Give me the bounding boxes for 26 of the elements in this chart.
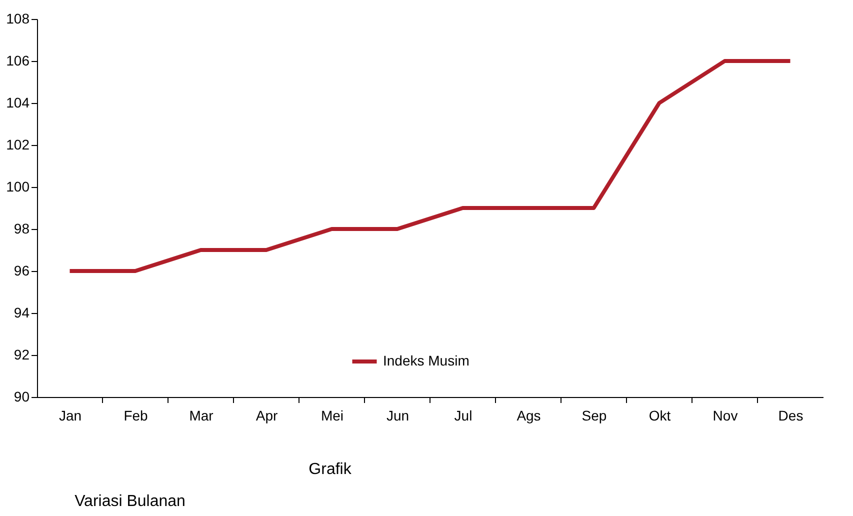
text: Variasi Bulanan: [74, 493, 186, 510]
x-tick-label: Mei: [320, 408, 344, 424]
y-tick-label: 90: [14, 388, 30, 404]
x-tick-label: Jan: [58, 408, 82, 424]
text: Grafik: [308, 461, 352, 478]
y-tick-label: 102: [6, 136, 30, 152]
x-tick-label: Jul: [454, 408, 472, 424]
line-series: [68, 59, 792, 273]
y-tick-label: 94: [14, 304, 30, 320]
x-tick-label: Jun: [386, 408, 410, 424]
y-tick-label: 92: [14, 346, 30, 362]
y-tick-label: 96: [14, 262, 30, 278]
x-tick-label: Nov: [712, 408, 738, 424]
y-tick-label: 106: [6, 52, 30, 68]
y-tick-label: 104: [6, 94, 30, 110]
x-tick-label: Des: [778, 408, 804, 424]
x-tick-label: Okt: [648, 408, 671, 424]
x-tick-label: Ags: [516, 408, 541, 424]
x-tick-label: Apr: [256, 408, 278, 424]
y-tick-label: 108: [6, 10, 30, 26]
x-tick-label: Sep: [582, 408, 607, 424]
y-tick-label: 98: [14, 220, 30, 236]
x-tick-label: Mar: [189, 408, 214, 424]
x-tick-label: Feb: [124, 408, 148, 424]
legend-label: Indeks Musim: [383, 352, 470, 368]
y-tick-label: 100: [6, 178, 30, 194]
